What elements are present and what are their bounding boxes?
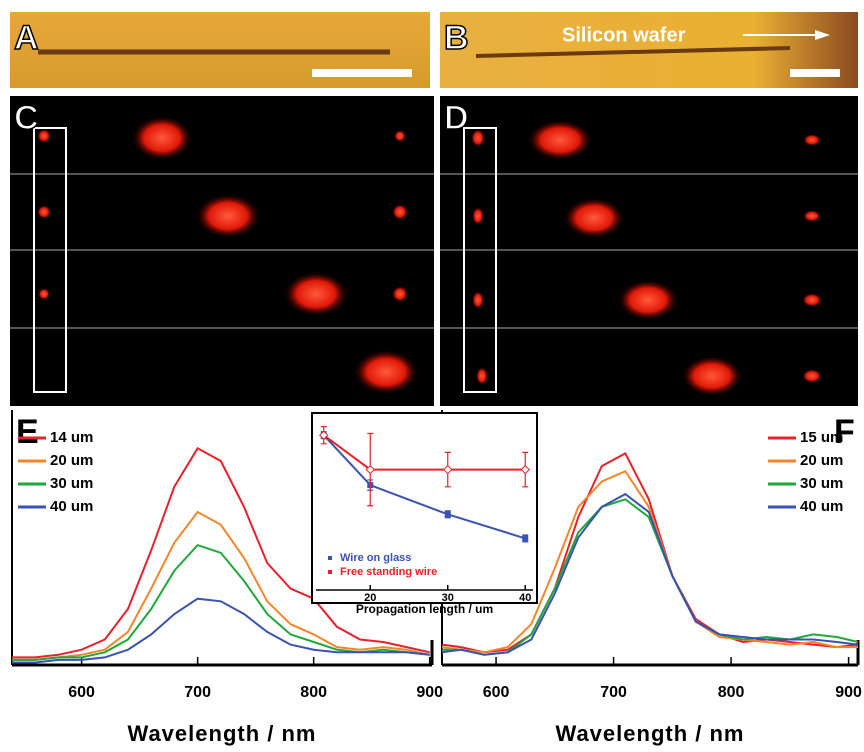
marker — [444, 511, 451, 518]
fit-line — [323, 434, 526, 540]
scale-bar — [312, 69, 412, 77]
annotation: Silicon wafer — [562, 24, 686, 46]
spectrum-line — [441, 469, 858, 654]
legend-label: 40 um — [50, 498, 93, 515]
legend-label: 20 um — [800, 452, 843, 469]
marker — [319, 430, 329, 440]
legend-label: 14 um — [50, 429, 93, 446]
x-axis-label: Wavelength / nm — [556, 721, 745, 746]
highlight-box — [33, 127, 67, 393]
spectrum-line — [12, 446, 430, 659]
marker — [520, 464, 530, 475]
spectrum-line — [441, 492, 859, 656]
legend-label: 30 um — [50, 475, 93, 492]
frame-lines — [10, 173, 858, 329]
marker — [365, 464, 375, 475]
legend-swatch — [328, 556, 332, 560]
legend-label: 30 um — [800, 475, 843, 492]
x-axis-label: Propagation length / um — [356, 602, 493, 616]
spectrum-line — [12, 510, 430, 661]
x-tick-label: 800 — [300, 684, 327, 701]
inset-frame — [311, 412, 538, 604]
x-tick-label: 600 — [483, 684, 510, 701]
panel-label: D — [444, 99, 469, 137]
panel-label: F — [834, 413, 855, 451]
panel-label: B — [444, 19, 469, 57]
photo-d — [440, 96, 858, 406]
legend-swatch — [328, 570, 332, 574]
legend-label: 15 um — [800, 429, 843, 446]
marker — [522, 535, 529, 542]
x-tick-label: 30 — [442, 592, 454, 604]
spectrum-line — [12, 597, 430, 664]
scale-bar — [790, 69, 840, 77]
panel-label: E — [16, 413, 39, 451]
x-tick-label: 700 — [600, 684, 627, 701]
spectrum-line — [441, 452, 859, 654]
x-tick-label: 900 — [416, 684, 443, 701]
x-tick-label: 900 — [835, 684, 862, 701]
highlight-box — [463, 127, 497, 393]
legend-label: Wire on glass — [340, 552, 411, 564]
legend-label: 40 um — [800, 498, 843, 515]
x-axis-label: Wavelength / nm — [128, 721, 317, 746]
x-tick-label: 20 — [364, 592, 376, 604]
panel-label: A — [14, 19, 39, 57]
emission-spots — [37, 116, 822, 396]
panel-label: C — [14, 99, 39, 137]
fit-line — [323, 434, 526, 471]
wire — [475, 46, 791, 58]
x-tick-label: 600 — [68, 684, 95, 701]
x-tick-label: 800 — [718, 684, 745, 701]
arrow-head — [815, 30, 830, 40]
x-tick-label: 40 — [519, 592, 531, 604]
marker — [443, 464, 453, 475]
legend-label: 20 um — [50, 452, 93, 469]
photo-c — [10, 96, 434, 406]
x-tick-label: 700 — [184, 684, 211, 701]
legend-label: Free standing wire — [340, 566, 437, 578]
